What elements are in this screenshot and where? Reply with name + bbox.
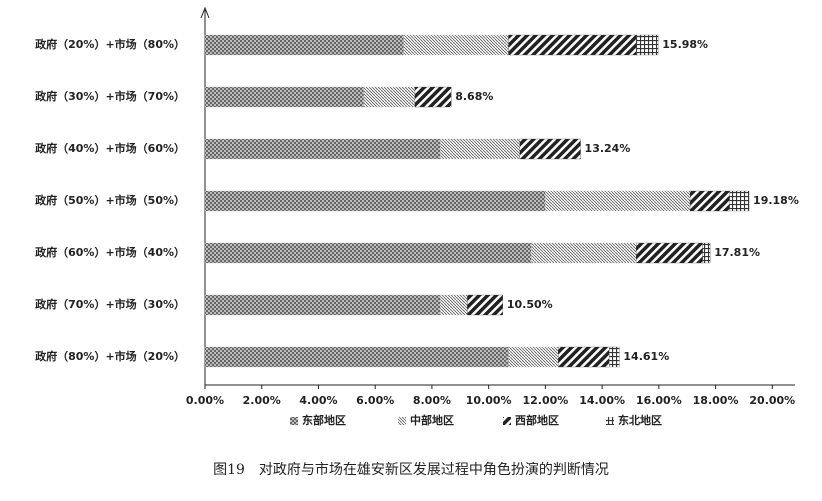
legend-swatch	[290, 417, 298, 425]
x-tick-label: 14.00%	[579, 394, 625, 407]
x-tick-label: 20.00%	[749, 394, 795, 407]
bar-segment	[440, 138, 521, 160]
category-label: 政府（30%）+市场（70%）	[35, 89, 185, 103]
x-tick-label: 2.00%	[243, 394, 281, 407]
legend-label: 东部地区	[302, 413, 346, 427]
category-label: 政府（80%）+市场（20%）	[35, 349, 185, 363]
bar-segment	[467, 294, 503, 316]
bar-segment	[508, 34, 637, 56]
total-label: 17.81%	[714, 246, 760, 259]
bar-segment	[403, 34, 509, 56]
bar-segment	[519, 138, 581, 160]
total-label: 13.24%	[585, 142, 631, 155]
bar-segment	[440, 294, 468, 316]
x-tick-label: 10.00%	[466, 394, 512, 407]
legend-label: 中部地区	[410, 413, 454, 427]
legend-swatch	[503, 417, 511, 425]
bar-segment	[204, 346, 509, 368]
category-label: 政府（40%）+市场（60%）	[35, 141, 185, 155]
x-tick-label: 6.00%	[356, 394, 394, 407]
total-label: 15.98%	[662, 38, 708, 51]
caption: 图19 对政府与市场在雄安新区发展过程中角色扮演的判断情况	[213, 461, 609, 478]
category-label: 政府（20%）+市场（80%）	[35, 37, 185, 51]
x-tick-label: 8.00%	[413, 394, 451, 407]
total-label: 10.50%	[507, 298, 553, 311]
total-label: 14.61%	[623, 350, 669, 363]
bar-segment	[545, 190, 691, 212]
bar-segment	[204, 34, 404, 56]
bar-segment	[204, 242, 532, 264]
bar-segment	[729, 190, 750, 212]
x-tick-label: 4.00%	[299, 394, 337, 407]
bar-segment	[702, 242, 711, 264]
legend-swatch	[606, 417, 614, 425]
category-label: 政府（70%）+市场（30%）	[35, 297, 185, 311]
bar-segment	[204, 86, 364, 108]
x-tick-label: 18.00%	[693, 394, 739, 407]
bar-segment	[636, 34, 659, 56]
x-tick-label: 0.00%	[186, 394, 224, 407]
legend-label: 东北地区	[618, 413, 662, 427]
bar-segment	[557, 346, 610, 368]
legend-swatch	[398, 417, 406, 425]
y-axis-arrow	[200, 6, 210, 19]
x-tick-label: 12.00%	[522, 394, 568, 407]
x-tick-label: 16.00%	[636, 394, 682, 407]
total-label: 19.18%	[753, 194, 799, 207]
bar-segment	[636, 242, 703, 264]
total-label: 8.68%	[455, 90, 493, 103]
bar-segment	[204, 190, 546, 212]
bar-segment	[689, 190, 730, 212]
category-label: 政府（60%）+市场（40%）	[35, 245, 185, 259]
bar-segment	[204, 138, 441, 160]
legend-label: 西部地区	[515, 413, 559, 427]
category-label: 政府（50%）+市场（50%）	[35, 193, 185, 207]
bar-segment	[363, 86, 416, 108]
bar-segment	[204, 294, 441, 316]
bar-segment	[609, 346, 620, 368]
bar-segment	[508, 346, 559, 368]
bar-segment	[414, 86, 452, 108]
bar-segment	[531, 242, 637, 264]
